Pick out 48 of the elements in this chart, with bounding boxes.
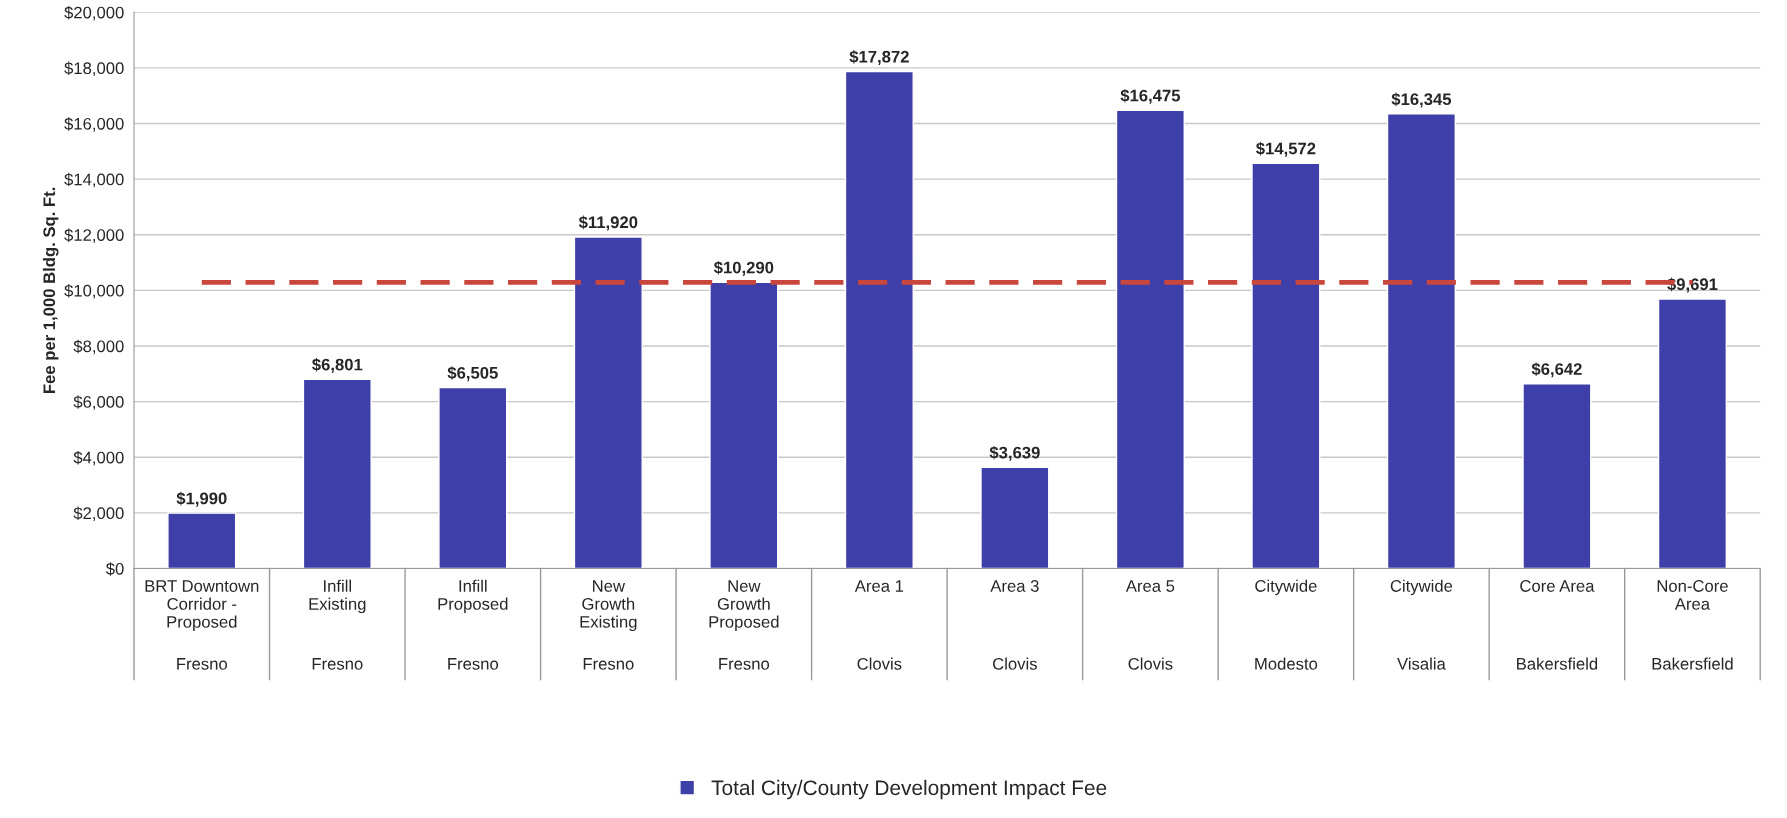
bar [1522, 383, 1592, 569]
category-label: Non-Core Area Bakersfield [1652, 580, 1733, 670]
data-label: $11,920 [578, 215, 638, 231]
category-label: Core Area Bakersfield [1517, 580, 1598, 670]
data-label: $6,801 [312, 357, 363, 373]
bar [1657, 298, 1728, 569]
category-label: Area 3 Clovis [990, 580, 1039, 670]
bar [438, 386, 508, 569]
category-label: BRT Downtown Corridor - Proposed Fresno [145, 580, 259, 670]
data-label: $14,572 [1255, 141, 1316, 157]
category-label: Infill Proposed Fresno [438, 579, 508, 670]
y-tick-label: $18,000 [64, 61, 124, 77]
y-tick-label: $6,000 [73, 395, 124, 410]
category-label: New Growth Existing Fresno [580, 580, 637, 670]
bar [1251, 162, 1321, 569]
y-tick-label: $2,000 [73, 506, 124, 522]
bar [573, 236, 643, 569]
data-label: $17,872 [849, 50, 909, 66]
bar [980, 466, 1050, 569]
data-label: $1,990 [176, 491, 227, 507]
y-tick-label: $12,000 [64, 228, 124, 243]
category-label: Area 5 Clovis [1125, 580, 1175, 670]
data-label: $3,639 [989, 445, 1040, 461]
bar [709, 281, 779, 569]
data-label: $16,475 [1120, 88, 1181, 104]
data-label: $6,642 [1531, 362, 1582, 378]
y-tick-label: $16,000 [64, 117, 124, 132]
category-label: Infill Existing Fresno [309, 579, 366, 670]
category-label: Citywide Visalia [1390, 579, 1453, 670]
legend-label: Total City/County Development Impact Fee [711, 779, 1107, 800]
y-tick-label: $20,000 [64, 5, 124, 21]
y-tick-label: $0 [105, 562, 124, 576]
bar [1386, 113, 1456, 569]
y-tick-label: $14,000 [64, 172, 124, 188]
bar [1115, 109, 1185, 569]
y-tick-label: $4,000 [73, 450, 124, 466]
data-label: $6,505 [447, 366, 498, 382]
bar [167, 512, 237, 569]
category-label: Area 1 Clovis [854, 580, 904, 670]
y-tick-label: $8,000 [73, 339, 124, 355]
bar [302, 378, 372, 569]
bar [844, 70, 914, 569]
category-label: Citywide Modesto [1255, 579, 1318, 670]
y-axis-title: Fee per 1,000 Bldg. Sq. Ft. [42, 187, 59, 393]
data-label: $16,345 [1391, 92, 1452, 108]
category-label: New Growth Proposed Fresno [709, 580, 779, 670]
y-tick-label: $10,000 [64, 284, 124, 299]
data-label: $10,290 [713, 260, 774, 276]
